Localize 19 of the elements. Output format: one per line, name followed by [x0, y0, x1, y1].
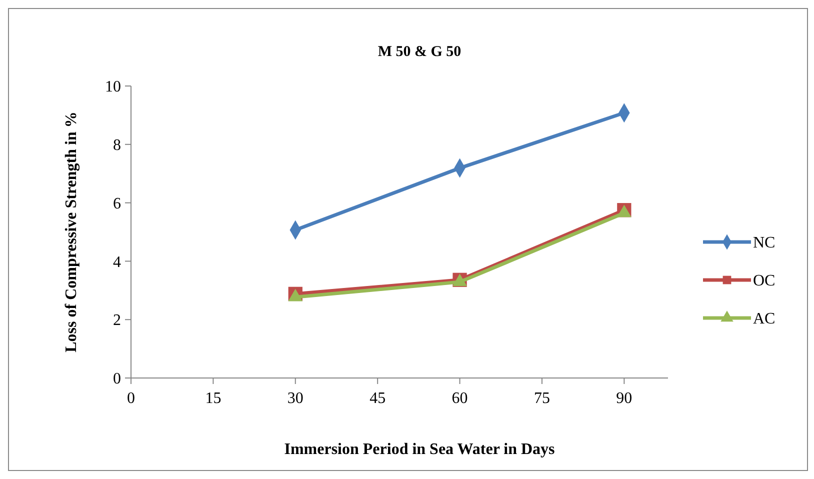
x-axis-title: Immersion Period in Sea Water in Days [284, 441, 555, 458]
x-tick-label: 75 [534, 390, 550, 407]
chart-title: M 50 & G 50 [378, 44, 462, 60]
y-tick-label: 6 [113, 195, 121, 212]
x-tick-label: 30 [287, 390, 304, 407]
y-tick-label: 10 [105, 78, 121, 96]
y-axis-title: Loss of Compressive Strength in % [63, 112, 80, 352]
x-tick-label: 0 [127, 390, 135, 407]
y-tick-label: 8 [113, 137, 121, 154]
legend-label: AC [753, 310, 776, 328]
y-tick-label: 4 [113, 254, 121, 271]
y-tick-label: 0 [113, 370, 121, 388]
y-tick-label: 2 [113, 312, 121, 330]
x-tick-label: 45 [370, 390, 386, 407]
x-tick-label: 90 [616, 390, 632, 407]
legend-label: NC [753, 234, 776, 252]
x-tick-label: 15 [205, 390, 222, 407]
legend-label: OC [753, 272, 776, 290]
x-tick-label: 60 [452, 390, 468, 407]
